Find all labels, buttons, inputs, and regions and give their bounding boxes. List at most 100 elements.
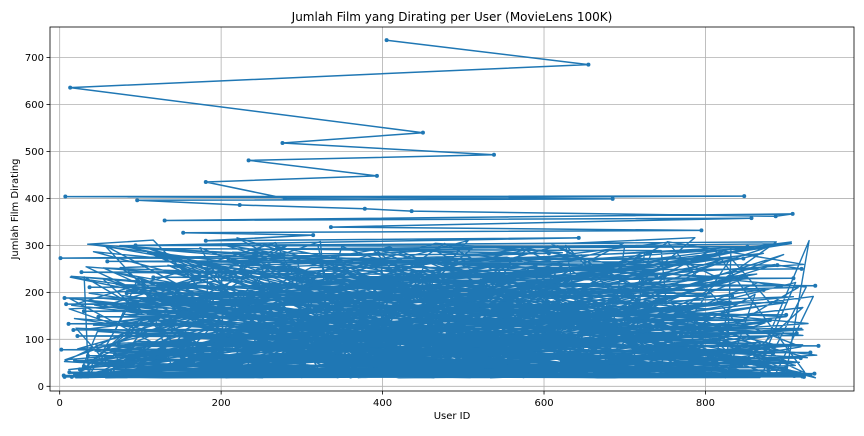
data-point <box>105 259 110 264</box>
data-point <box>808 373 813 378</box>
data-point <box>766 368 771 373</box>
plot-area-frame <box>49 26 855 392</box>
x-axis-label: User ID <box>434 411 471 422</box>
y-tick-label: 600 <box>25 100 44 111</box>
axis-ticks: 0 200 400 600 800 0 100 200 300 400 500 600 700 <box>25 53 715 409</box>
data-point <box>784 365 789 370</box>
data-point <box>124 291 129 296</box>
x-tick-label: 400 <box>373 398 392 409</box>
data-point <box>420 130 425 135</box>
x-tick-label: 800 <box>696 398 715 409</box>
y-tick-label: 400 <box>25 194 44 205</box>
data-point <box>71 327 76 332</box>
x-tick-label: 200 <box>212 398 231 409</box>
data-point <box>64 302 69 307</box>
data-point <box>135 198 140 203</box>
data-point <box>784 312 789 317</box>
data-point <box>808 350 813 355</box>
series-layer <box>58 38 821 379</box>
data-point <box>66 321 71 326</box>
data-point <box>813 283 818 288</box>
data-point <box>162 218 167 223</box>
data-point <box>282 196 287 201</box>
data-point <box>740 325 745 330</box>
data-point <box>81 309 86 314</box>
data-point <box>274 246 279 251</box>
data-point <box>775 263 780 268</box>
data-point <box>799 266 804 271</box>
data-point <box>133 243 138 248</box>
data-point <box>58 256 63 261</box>
data-point <box>751 361 756 366</box>
data-point <box>280 141 285 146</box>
x-tick-label: 600 <box>534 398 553 409</box>
y-tick-label: 0 <box>38 382 44 393</box>
data-point <box>237 203 242 208</box>
data-point <box>745 244 750 249</box>
data-point <box>742 194 747 199</box>
data-point <box>73 372 78 377</box>
data-point <box>81 364 86 369</box>
data-point <box>79 270 84 275</box>
x-tick-label: 0 <box>56 398 62 409</box>
data-point <box>374 173 379 178</box>
data-point <box>75 334 80 339</box>
data-point <box>362 206 367 211</box>
y-tick-label: 500 <box>25 147 44 158</box>
data-point <box>73 358 78 363</box>
data-point <box>69 374 74 379</box>
data-point <box>62 374 67 379</box>
data-point <box>556 299 561 304</box>
data-point <box>812 371 817 376</box>
chart-title: Jumlah Film yang Dirating per User (Movi… <box>291 10 613 24</box>
data-point <box>790 211 795 216</box>
data-point <box>792 373 797 378</box>
data-point <box>749 216 754 221</box>
data-point <box>654 273 659 278</box>
data-point <box>68 85 73 90</box>
y-axis-label: Jumlah Film Dirating <box>10 158 21 260</box>
data-point <box>77 367 82 372</box>
data-point <box>328 225 333 230</box>
data-point <box>491 152 496 157</box>
data-point <box>716 337 721 342</box>
data-point <box>63 194 68 199</box>
data-point <box>151 275 156 280</box>
data-point <box>384 38 389 43</box>
data-point <box>801 374 806 379</box>
data-point <box>67 370 72 375</box>
data-point <box>699 228 704 233</box>
data-point <box>761 288 766 293</box>
data-point <box>409 209 414 214</box>
data-point <box>87 285 92 290</box>
data-point <box>181 230 186 235</box>
data-point <box>730 294 735 299</box>
y-tick-label: 200 <box>25 288 44 299</box>
data-point <box>96 314 101 319</box>
data-point <box>576 235 581 240</box>
data-point <box>798 356 803 361</box>
data-point <box>308 279 313 284</box>
series-line-dense-band <box>63 236 818 379</box>
data-point <box>610 196 615 201</box>
data-point <box>741 256 746 261</box>
data-point <box>116 341 121 346</box>
data-point <box>546 251 551 256</box>
data-point <box>311 233 316 238</box>
data-point <box>773 214 778 219</box>
y-tick-label: 700 <box>25 53 44 64</box>
data-point <box>794 331 799 336</box>
data-point <box>791 276 796 281</box>
data-point <box>768 318 773 323</box>
data-point <box>78 374 83 379</box>
y-tick-label: 300 <box>25 241 44 252</box>
data-point <box>59 347 64 352</box>
data-point <box>586 62 591 67</box>
data-point <box>246 158 251 163</box>
data-point <box>203 238 208 243</box>
data-point <box>630 304 635 309</box>
data-point <box>85 353 90 358</box>
data-point <box>816 343 821 348</box>
